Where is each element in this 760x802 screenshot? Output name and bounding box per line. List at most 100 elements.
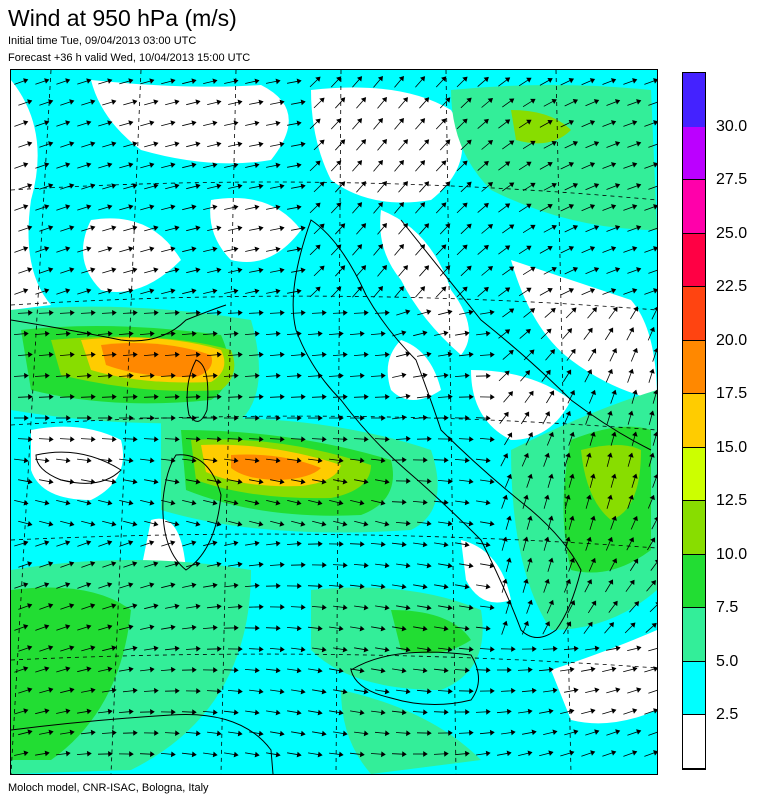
wind-arrow-head bbox=[490, 646, 495, 653]
wind-arrow-head bbox=[572, 267, 578, 273]
wind-arrow-head bbox=[507, 432, 513, 438]
wind-arrow-head bbox=[191, 246, 197, 253]
wind-arrow-head bbox=[462, 160, 468, 166]
wind-arrow-head bbox=[441, 202, 447, 208]
wind-arrow-head bbox=[506, 750, 512, 757]
wind-arrow-head bbox=[28, 310, 33, 316]
wind-arrow-head bbox=[150, 708, 155, 715]
wind-arrow-head bbox=[238, 603, 243, 610]
wind-arrow-head bbox=[279, 225, 285, 232]
wind-arrow-head bbox=[48, 561, 54, 567]
wind-arrow-head bbox=[175, 436, 180, 443]
wind-arrow-head bbox=[398, 76, 404, 82]
wind-arrow-head bbox=[339, 372, 344, 379]
wind-arrow-head bbox=[653, 750, 657, 756]
wind-arrow-head bbox=[258, 267, 264, 274]
wind-arrow-head bbox=[154, 436, 159, 443]
wind-arrow-head bbox=[363, 604, 369, 611]
wind-arrow-head bbox=[133, 393, 138, 400]
wind-arrow-head bbox=[569, 431, 575, 437]
wind-arrow-head bbox=[69, 225, 75, 231]
wind-arrow-head bbox=[469, 729, 474, 736]
wind-arrow-head bbox=[174, 225, 180, 232]
wind-arrow-head bbox=[423, 223, 430, 229]
wind-arrow-head bbox=[608, 579, 614, 585]
wind-arrow-head bbox=[254, 582, 260, 589]
wind-arrow-head bbox=[422, 625, 428, 632]
wind-arrow-head bbox=[466, 181, 472, 187]
wind-arrow-head bbox=[322, 562, 327, 568]
wind-arrow-head bbox=[611, 431, 617, 437]
wind-arrow-head bbox=[170, 120, 176, 126]
wind-arrow-head bbox=[381, 265, 387, 271]
wind-arrow-head bbox=[317, 625, 323, 632]
wind-arrow-head bbox=[342, 604, 348, 611]
wind-arrow-head bbox=[27, 520, 33, 527]
wind-arrow-head bbox=[572, 99, 578, 105]
wind-arrow-head bbox=[191, 582, 197, 589]
wind-arrow-head bbox=[296, 457, 302, 464]
wind-arrow-head bbox=[483, 118, 489, 125]
colorbar-tick-label: 25.0 bbox=[716, 224, 748, 242]
wind-arrow-head bbox=[427, 436, 432, 442]
wind-arrow-head bbox=[468, 562, 474, 569]
wind-arrow-head bbox=[275, 246, 281, 253]
wind-arrow-head bbox=[27, 351, 33, 358]
wind-arrow-head bbox=[149, 499, 155, 506]
wind-arrow-head bbox=[150, 372, 155, 379]
wind-arrow-head bbox=[565, 536, 571, 542]
wind-arrow-head bbox=[384, 562, 390, 569]
wind-arrow-head bbox=[296, 288, 302, 295]
wind-arrow-head bbox=[594, 687, 600, 693]
colorbar-tick-label: 10.0 bbox=[716, 545, 748, 563]
wind-arrow-head bbox=[443, 330, 449, 337]
wind-arrow-head bbox=[44, 708, 50, 715]
wind-arrow-shaft bbox=[648, 269, 657, 274]
wind-arrow-head bbox=[258, 351, 264, 358]
wind-arrow-head bbox=[65, 499, 71, 506]
wind-arrow-head bbox=[133, 730, 138, 736]
wind-arrow-head bbox=[426, 393, 432, 400]
wind-arrow-head bbox=[149, 204, 155, 210]
wind-arrow-head bbox=[90, 645, 96, 651]
wind-arrow-head bbox=[48, 351, 54, 358]
wind-arrow-head bbox=[359, 457, 365, 464]
wind-arrow-head bbox=[423, 97, 430, 103]
wind-arrow-head bbox=[132, 141, 138, 147]
wind-arrow-head bbox=[174, 603, 180, 610]
france-spain-coastline bbox=[11, 304, 227, 342]
wind-arrow-head bbox=[544, 536, 550, 542]
wind-arrow-head bbox=[233, 246, 239, 253]
wind-arrow-head bbox=[530, 140, 536, 146]
wind-arrow-head bbox=[318, 415, 323, 421]
wind-arrow-head bbox=[69, 729, 75, 736]
wind-arrow-head bbox=[422, 541, 428, 548]
wind-arrow-head bbox=[569, 750, 575, 756]
wind-arrow-head bbox=[171, 709, 176, 715]
wind-arrow-head bbox=[44, 78, 50, 84]
wind-arrow-head bbox=[217, 436, 222, 443]
wind-arrow-head bbox=[24, 415, 29, 421]
wind-arrow-head bbox=[590, 389, 596, 396]
wind-arrow-head bbox=[86, 540, 92, 546]
wind-arrow-head bbox=[381, 223, 387, 229]
balearic-coastline bbox=[35, 451, 122, 484]
wind-arrow-head bbox=[385, 436, 390, 443]
wind-arrow-head bbox=[65, 750, 71, 757]
wind-arrow-head bbox=[587, 621, 593, 628]
wind-arrow-head bbox=[254, 457, 260, 464]
wind-arrow-head bbox=[380, 541, 386, 548]
wind-arrow-head bbox=[568, 288, 574, 294]
wind-arrow-head bbox=[90, 99, 96, 105]
wind-arrow-head bbox=[132, 99, 138, 105]
wind-arrow-head bbox=[233, 540, 239, 547]
wind-arrow-head bbox=[132, 561, 138, 567]
wind-arrow-head bbox=[654, 559, 657, 563]
wind-arrow-head bbox=[443, 499, 449, 506]
wind-arrow-head bbox=[174, 99, 180, 106]
wind-arrow-head bbox=[48, 520, 54, 527]
wind-arrow-head bbox=[590, 750, 596, 756]
wind-arrow-head bbox=[420, 244, 426, 250]
wind-arrow-head bbox=[548, 473, 554, 479]
wind-arrow-head bbox=[490, 394, 495, 400]
